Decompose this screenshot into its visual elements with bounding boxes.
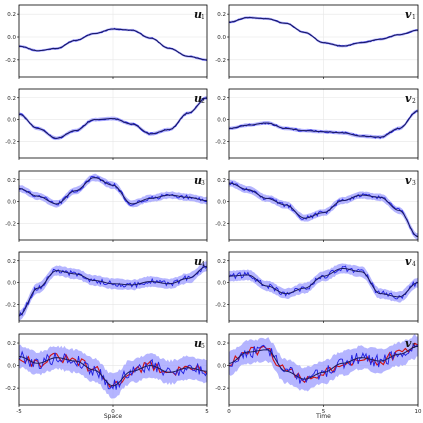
y-tick-label: -0.2 (5, 58, 16, 64)
panel-label: v (405, 92, 412, 105)
panel-label: u (194, 255, 202, 268)
panel-u3: 0.2 0.0 -0.2 u 3 (5, 170, 208, 242)
panel-label-sub: 5 (412, 343, 416, 350)
panel-u1: 0.2 0.0 -0.2 u 1 (5, 4, 208, 79)
panel-v4: 0.2 0.0 -0.2 v 4 (215, 251, 419, 323)
panel-label-sub: 3 (412, 180, 416, 187)
y-tick-label: 0.0 (217, 200, 226, 206)
mean-series (228, 345, 419, 380)
panel-label: u (194, 92, 202, 105)
y-tick-label: 0.0 (7, 200, 16, 206)
uncertainty-band (229, 109, 418, 140)
y-tick-label: -0.2 (215, 140, 226, 146)
mean-series (18, 356, 208, 387)
x-tick-label: 0 (111, 409, 115, 415)
sample-series (18, 350, 208, 390)
panel-label: v (405, 337, 412, 350)
mean-series (18, 97, 208, 139)
panel-label-sub: 4 (201, 261, 205, 268)
y-tick-label: 0.2 (7, 341, 16, 347)
mean-series (18, 265, 208, 316)
panel-v3: 0.2 0.0 -0.2 v 3 (215, 170, 419, 242)
y-tick-label: -0.2 (5, 386, 16, 392)
panel-label: u (194, 174, 202, 187)
panel-label: v (405, 255, 412, 268)
y-tick-label: 0.0 (7, 364, 16, 370)
y-tick-label: 0.0 (217, 118, 226, 124)
y-tick-label: -0.2 (215, 303, 226, 309)
y-tick-label: 0.2 (217, 259, 226, 265)
mean-series (228, 182, 419, 238)
y-tick-label: 0.2 (7, 178, 16, 184)
x-axis-label: Time (315, 413, 331, 420)
uncertainty-band (229, 179, 418, 241)
y-tick-label: 0.0 (217, 35, 226, 41)
x-tick-label: 0 (227, 409, 231, 415)
y-tick-label: -0.2 (5, 303, 16, 309)
panel-u5: 0.20.0-0.2-5 0 5u 5 (5, 333, 209, 415)
panel-u2: 0.2 0.0 -0.2 u 2 (5, 88, 208, 160)
y-tick-label: 0.2 (7, 96, 16, 102)
y-tick-label: -0.2 (5, 140, 16, 146)
panel-label: u (194, 337, 202, 350)
y-tick-label: 0.0 (7, 35, 16, 41)
panel-label-sub: 1 (201, 14, 205, 21)
y-tick-label: 0.2 (217, 12, 226, 18)
y-tick-label: 0.2 (7, 259, 16, 265)
x-axis-label: Space (104, 413, 123, 420)
panel-label-sub: 4 (412, 261, 416, 268)
panel-v2: 0.2 0.0 -0.2 v 2 (215, 88, 419, 160)
y-tick-label: 0.2 (7, 12, 16, 18)
uncertainty-band (229, 263, 418, 303)
y-tick-label: 0.0 (7, 281, 16, 287)
uncertainty-band (19, 344, 207, 399)
mean-series (18, 28, 208, 61)
panel-label-sub: 5 (201, 343, 205, 350)
uncertainty-band (229, 16, 418, 48)
panel-label: u (194, 8, 202, 21)
x-tick-label: -5 (16, 409, 22, 415)
y-tick-label: 0.0 (217, 281, 226, 287)
panel-label: v (405, 8, 412, 21)
panel-u4: 0.2 0.0 -0.2 u 4 (5, 251, 208, 323)
uncertainty-band (19, 261, 207, 321)
y-tick-label: 0.2 (217, 178, 226, 184)
panel-v5: 0.20.0-0.20 5 10v 5 (215, 333, 422, 415)
y-tick-label: -0.2 (215, 58, 226, 64)
uncertainty-band (229, 334, 418, 392)
panel-label-sub: 2 (201, 98, 205, 105)
panel-label-sub: 1 (412, 14, 416, 21)
sample-series (228, 343, 419, 384)
x-tick-label: 5 (322, 409, 326, 415)
panel-label-sub: 3 (201, 180, 205, 187)
y-tick-label: -0.2 (5, 222, 16, 228)
x-tick-label: 5 (205, 409, 209, 415)
y-tick-label: 0.2 (217, 96, 226, 102)
uncertainty-band (19, 173, 207, 208)
y-tick-label: 0.0 (217, 364, 226, 370)
mean-series (228, 17, 419, 47)
mean-series (18, 177, 208, 205)
mean-series (228, 110, 419, 138)
mean-series (228, 267, 419, 298)
y-tick-label: 0.2 (217, 341, 226, 347)
y-tick-label: -0.2 (215, 386, 226, 392)
panel-v1: 0.2 0.0 -0.2 v 1 (215, 4, 419, 79)
panel-label-sub: 2 (412, 98, 416, 105)
y-tick-label: -0.2 (215, 222, 226, 228)
y-tick-label: 0.0 (7, 118, 16, 124)
x-tick-label: 10 (415, 409, 422, 415)
panel-label: v (405, 174, 412, 187)
